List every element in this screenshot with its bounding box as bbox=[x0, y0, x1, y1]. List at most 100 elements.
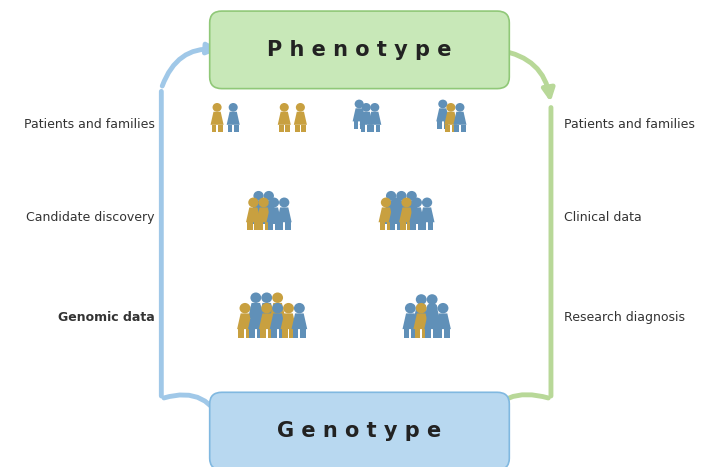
Circle shape bbox=[273, 303, 283, 314]
Polygon shape bbox=[397, 222, 403, 230]
Polygon shape bbox=[301, 329, 306, 338]
Circle shape bbox=[416, 303, 426, 314]
Circle shape bbox=[438, 303, 449, 314]
Polygon shape bbox=[411, 329, 417, 338]
Polygon shape bbox=[271, 329, 277, 338]
Polygon shape bbox=[234, 125, 239, 132]
Circle shape bbox=[412, 197, 422, 207]
Polygon shape bbox=[389, 207, 403, 222]
Polygon shape bbox=[280, 314, 296, 329]
Circle shape bbox=[370, 103, 380, 112]
Polygon shape bbox=[267, 222, 273, 230]
Polygon shape bbox=[444, 112, 457, 125]
Circle shape bbox=[239, 303, 250, 314]
Polygon shape bbox=[433, 329, 439, 338]
Polygon shape bbox=[301, 125, 306, 132]
Polygon shape bbox=[275, 222, 280, 230]
Polygon shape bbox=[404, 201, 419, 216]
Polygon shape bbox=[278, 112, 290, 125]
Circle shape bbox=[426, 303, 438, 314]
Polygon shape bbox=[278, 319, 284, 328]
Circle shape bbox=[401, 197, 412, 207]
FancyBboxPatch shape bbox=[210, 392, 509, 468]
Circle shape bbox=[354, 100, 364, 108]
Polygon shape bbox=[265, 222, 270, 230]
Polygon shape bbox=[409, 207, 424, 222]
Circle shape bbox=[269, 197, 279, 207]
Polygon shape bbox=[211, 125, 216, 132]
Polygon shape bbox=[260, 319, 266, 328]
Polygon shape bbox=[251, 201, 266, 216]
Polygon shape bbox=[370, 125, 374, 132]
Polygon shape bbox=[454, 112, 467, 125]
Polygon shape bbox=[285, 125, 290, 132]
Polygon shape bbox=[361, 125, 365, 132]
Polygon shape bbox=[277, 207, 292, 222]
Polygon shape bbox=[426, 329, 431, 338]
Polygon shape bbox=[454, 125, 459, 132]
Text: Patients and families: Patients and families bbox=[564, 117, 695, 131]
Polygon shape bbox=[294, 112, 307, 125]
Circle shape bbox=[248, 197, 259, 207]
Polygon shape bbox=[262, 201, 276, 216]
Polygon shape bbox=[444, 121, 449, 129]
Text: G e n o t y p e: G e n o t y p e bbox=[278, 421, 441, 441]
Polygon shape bbox=[375, 125, 380, 132]
Circle shape bbox=[264, 191, 274, 201]
Polygon shape bbox=[422, 329, 428, 338]
Circle shape bbox=[362, 103, 371, 112]
Polygon shape bbox=[267, 207, 281, 222]
Circle shape bbox=[261, 303, 273, 314]
Circle shape bbox=[213, 103, 221, 112]
Polygon shape bbox=[452, 125, 457, 132]
Polygon shape bbox=[238, 329, 244, 338]
Polygon shape bbox=[435, 314, 451, 329]
Polygon shape bbox=[406, 216, 411, 224]
Polygon shape bbox=[237, 314, 253, 329]
Circle shape bbox=[386, 191, 396, 201]
Polygon shape bbox=[461, 125, 465, 132]
Circle shape bbox=[426, 294, 438, 305]
Polygon shape bbox=[271, 319, 277, 328]
Polygon shape bbox=[255, 222, 260, 230]
Circle shape bbox=[439, 100, 447, 108]
Polygon shape bbox=[368, 112, 381, 125]
Polygon shape bbox=[413, 314, 429, 329]
Polygon shape bbox=[399, 207, 414, 222]
Polygon shape bbox=[352, 108, 366, 121]
Polygon shape bbox=[392, 216, 398, 224]
Polygon shape bbox=[422, 321, 428, 329]
Polygon shape bbox=[259, 314, 275, 329]
Polygon shape bbox=[433, 321, 439, 329]
Circle shape bbox=[261, 292, 273, 303]
Polygon shape bbox=[267, 319, 273, 328]
Polygon shape bbox=[426, 321, 431, 329]
Circle shape bbox=[416, 294, 426, 305]
Polygon shape bbox=[257, 222, 263, 230]
Polygon shape bbox=[267, 329, 273, 338]
Polygon shape bbox=[402, 216, 408, 224]
Polygon shape bbox=[403, 314, 418, 329]
Polygon shape bbox=[424, 305, 440, 321]
Polygon shape bbox=[387, 222, 393, 230]
Polygon shape bbox=[395, 216, 400, 224]
Circle shape bbox=[280, 103, 289, 112]
Polygon shape bbox=[394, 201, 409, 216]
Polygon shape bbox=[360, 121, 365, 129]
Polygon shape bbox=[278, 222, 283, 230]
FancyArrowPatch shape bbox=[162, 44, 214, 86]
Circle shape bbox=[422, 197, 432, 207]
Text: Patients and families: Patients and families bbox=[24, 117, 155, 131]
Polygon shape bbox=[413, 216, 418, 224]
Circle shape bbox=[446, 103, 455, 112]
Polygon shape bbox=[285, 222, 290, 230]
Circle shape bbox=[253, 191, 264, 201]
Circle shape bbox=[294, 303, 305, 314]
Circle shape bbox=[381, 197, 391, 207]
Polygon shape bbox=[257, 319, 262, 328]
Polygon shape bbox=[279, 125, 283, 132]
Polygon shape bbox=[246, 207, 261, 222]
Polygon shape bbox=[354, 121, 358, 129]
Polygon shape bbox=[290, 329, 296, 338]
Circle shape bbox=[250, 303, 261, 314]
